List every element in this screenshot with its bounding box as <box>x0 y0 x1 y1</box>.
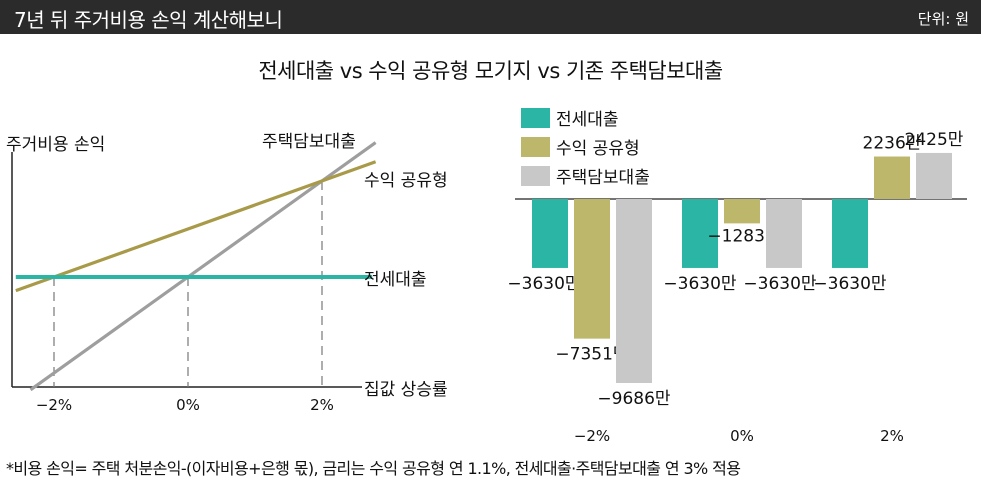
bar-value-label: −3630만 <box>663 274 737 294</box>
unit-label: 단위: 원 <box>917 10 969 28</box>
bar <box>874 156 910 199</box>
chart-title: 7년 뒤 주거비용 손익 계산해보니 <box>14 8 283 32</box>
bar-value-label: −3630만 <box>743 274 817 294</box>
series-label: 전세대출 <box>364 270 427 290</box>
x-tick-label: −2% <box>36 396 72 414</box>
chart-header: 7년 뒤 주거비용 손익 계산해보니 단위: 원 <box>0 0 981 34</box>
x-axis-label: 집값 상승률 <box>364 380 448 400</box>
footnote: *비용 손익= 주택 처분손익-(이자비용+은행 몫), 금리는 수익 공유형 … <box>6 459 741 478</box>
chart-subtitle: 전세대출 vs 수익 공유형 모기지 vs 기존 주택담보대출 <box>258 59 723 83</box>
bar <box>616 199 652 383</box>
x-tick-label: 2% <box>310 396 334 414</box>
bar <box>916 152 952 199</box>
category-label: −2% <box>574 427 610 445</box>
bar <box>574 199 610 339</box>
legend-label: 주택담보대출 <box>556 168 650 188</box>
legend-label: 전세대출 <box>556 110 619 130</box>
category-label: 2% <box>880 427 904 445</box>
bar <box>682 199 718 268</box>
category-label: 0% <box>730 427 754 445</box>
series-label: 수익 공유형 <box>364 171 448 191</box>
legend-swatch <box>521 137 550 157</box>
bar-value-label: 2236만 <box>863 134 922 154</box>
bar-value-label: −3630만 <box>507 274 581 294</box>
bar-value-label: −1283만 <box>707 226 781 246</box>
bar <box>532 199 568 268</box>
bar <box>724 199 760 224</box>
bar <box>766 199 802 268</box>
legend-swatch <box>521 108 550 128</box>
series-label: 주택담보대출 <box>262 132 356 152</box>
y-axis-label: 주거비용 손익 <box>6 135 105 155</box>
legend-swatch <box>521 166 550 186</box>
legend-label: 수익 공유형 <box>556 139 640 159</box>
series-line <box>15 160 377 293</box>
bar <box>832 199 868 268</box>
x-tick-label: 0% <box>176 396 200 414</box>
bar-value-label: 2425만 <box>905 130 964 150</box>
bar-value-label: −3630만 <box>813 274 887 294</box>
bar-value-label: −9686만 <box>597 389 671 409</box>
bar-value-label: −7351만 <box>555 345 629 365</box>
